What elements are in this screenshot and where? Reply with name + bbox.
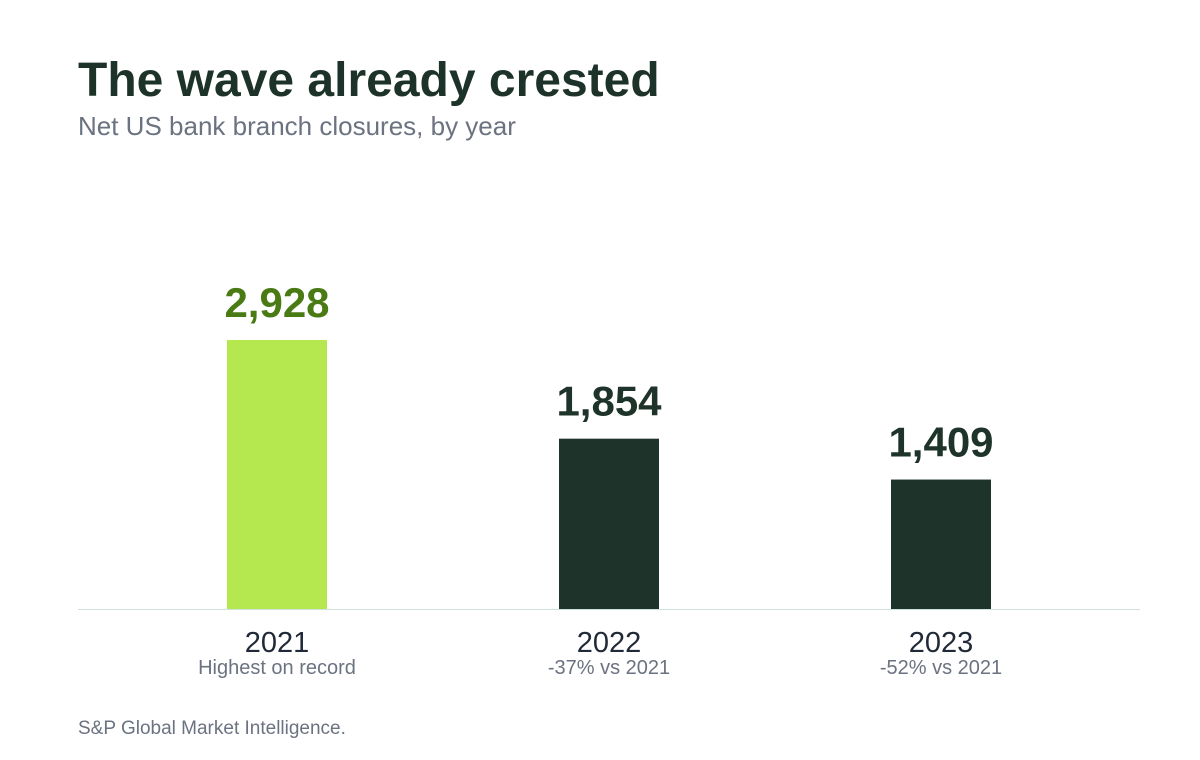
bar-2023 xyxy=(891,479,991,609)
value-label-2023: 1,409 xyxy=(888,419,993,466)
bar-2022 xyxy=(559,438,659,609)
category-note-2022: -37% vs 2021 xyxy=(548,657,670,679)
category-note-2023: -52% vs 2021 xyxy=(880,657,1002,679)
bar-2021 xyxy=(227,340,327,609)
value-label-2021: 2,928 xyxy=(224,279,329,326)
category-label-2022: 2022 xyxy=(577,627,642,659)
chart-title: The wave already crested xyxy=(78,54,660,107)
category-label-2023: 2023 xyxy=(909,627,974,659)
category-label-2021: 2021 xyxy=(245,627,310,659)
chart-subtitle: Net US bank branch closures, by year xyxy=(78,111,516,141)
source-note: S&P Global Market Intelligence. xyxy=(78,718,346,739)
value-label-2022: 1,854 xyxy=(556,378,662,425)
category-note-2021: Highest on record xyxy=(198,657,356,679)
